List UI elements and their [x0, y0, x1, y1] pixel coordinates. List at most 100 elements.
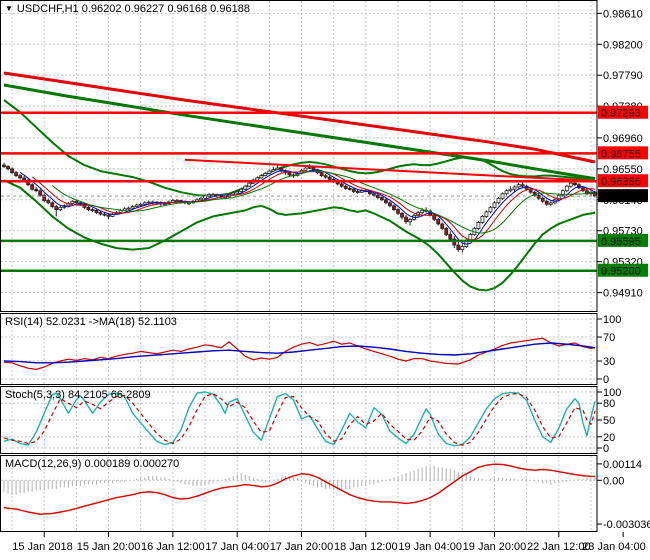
candle-bearish [384, 199, 388, 204]
candle-bullish [564, 185, 569, 192]
price-line-badge [598, 263, 648, 277]
candle-bearish [98, 212, 103, 215]
candle-bearish [287, 172, 292, 176]
main-chart-panel[interactable]: 0.986100.982000.977900.973800.969600.965… [0, 0, 650, 312]
candle-bearish [90, 209, 95, 211]
candle-bearish [400, 212, 404, 218]
candle-bearish [10, 168, 14, 174]
candle-bearish [392, 205, 396, 210]
main-chart-canvas[interactable]: 0.986100.982000.977900.973800.969600.965… [0, 0, 650, 312]
chart-title: ▼ USDCHF,H1 0.96202 0.96227 0.96168 0.961… [5, 3, 250, 15]
candle-bearish [18, 175, 22, 179]
chart-dropdown-icon[interactable]: ▼ [5, 4, 13, 13]
macd-label: MACD(12,26,9) 0.000189 0.000270 [5, 458, 180, 470]
candle-bearish [456, 244, 461, 251]
price-tick-label: 0.96960 [603, 133, 643, 145]
candle-bullish [460, 246, 465, 251]
candle-bullish [235, 191, 240, 194]
candle-bearish [536, 194, 541, 199]
candle-bullish [187, 202, 191, 205]
candle-bearish [94, 209, 99, 214]
candle-bullish [142, 202, 147, 205]
rsi-ma [3, 342, 596, 364]
candle-bearish [74, 200, 79, 204]
rsi-canvas[interactable]: 100 70 30 0 [0, 313, 650, 385]
time-tick-label: 23 Jan 04:00 [582, 541, 646, 553]
ma-thick-red [3, 71, 596, 164]
candle-bullish [239, 188, 244, 192]
candle-bullish [174, 200, 179, 202]
candle-bullish [492, 202, 497, 208]
stochastic-panel[interactable]: 100 80 50 20 0 Stoch(5,3,3) 84.2105 66.2809 [0, 386, 650, 454]
candle-bearish [327, 176, 332, 180]
candle-bullish [170, 200, 175, 203]
candle-bullish [231, 192, 236, 195]
candle-bearish [355, 191, 360, 193]
candle-bearish [396, 209, 400, 214]
candle-bearish [82, 203, 87, 208]
time-tick-label: 17 Jan 20:00 [270, 541, 334, 553]
candle-bearish [347, 188, 352, 190]
candle-bullish [303, 167, 308, 171]
rsi-panel[interactable]: 100 70 30 0 RSI(14) 52.0231 ->MA(18) 52.110… [0, 313, 650, 385]
indicator-tick-label: 100 [603, 314, 621, 326]
candle-bullish [134, 204, 139, 207]
candle-bullish [146, 201, 151, 204]
price-line-badge-label: 0.95595 [601, 236, 641, 248]
candle-bearish [343, 185, 348, 189]
macd-canvas[interactable]: 0.00114 0.00 -0.003036 [0, 455, 650, 532]
candle-bullish [476, 222, 481, 229]
time-tick-label: 15 Jan 20:00 [77, 541, 141, 553]
candle-bullish [267, 170, 272, 174]
macd-signal-line [3, 463, 596, 515]
candle-bearish [54, 206, 59, 210]
candle-bullish [199, 197, 203, 201]
candle-bullish [512, 186, 517, 190]
candle-bullish [263, 172, 268, 177]
candle-bearish [22, 177, 27, 181]
ma-thick-green [3, 83, 596, 181]
stoch-k [3, 391, 596, 447]
price-line-badge [598, 105, 648, 119]
candle-bullish [548, 202, 553, 205]
candle-bullish [568, 182, 573, 187]
candle-bearish [572, 182, 577, 186]
stoch-d [3, 393, 596, 446]
indicator-tick-label: 70 [603, 332, 615, 344]
indicator-tick-label: 80 [603, 398, 615, 410]
time-tick-label: 19 Jan 04:00 [398, 541, 462, 553]
candle-bullish [504, 190, 509, 195]
candle-bearish [432, 214, 437, 220]
price-line-badge-label: 0.96386 [601, 176, 641, 188]
price-tick-label: 0.97790 [603, 70, 643, 82]
candle-bearish [388, 202, 392, 207]
trendline-red [184, 158, 596, 182]
macd-panel[interactable]: 0.00114 0.00 -0.003036 MACD(12,26,9) 0.000… [0, 455, 650, 532]
candle-bullish [275, 167, 280, 170]
price-line-badge [598, 233, 648, 247]
price-line-badge [598, 146, 648, 160]
candle-bearish [86, 206, 91, 210]
candle-bearish [106, 214, 111, 217]
chart-ohlc-values: 0.96202 0.96227 0.96168 0.96188 [81, 3, 250, 15]
time-tick-label: 18 Jan 12:00 [334, 541, 398, 553]
candle-bearish [380, 197, 384, 201]
candle-bullish [484, 211, 489, 217]
panel-frame [0, 313, 598, 385]
price-line-badge-label: 0.96188 [601, 191, 641, 203]
candle-bullish [247, 182, 252, 187]
candle-bullish [516, 184, 521, 188]
indicator-tick-label: 0 [603, 443, 609, 454]
chart-symbol-period: USDCHF,H1 [16, 3, 79, 15]
time-axis[interactable]: 15 Jan 2018 15 Jan 20:00 16 Jan 12:00 17 Ja… [0, 532, 650, 560]
price-tick-label: 0.98200 [603, 39, 643, 51]
candle-bullish [560, 190, 565, 196]
bollinger-upper [3, 99, 595, 197]
indicator-tick-label: 50 [603, 415, 615, 427]
candle-bullish [70, 200, 75, 204]
candle-bearish [319, 172, 324, 177]
candle-bearish [2, 164, 6, 167]
candle-bullish [126, 207, 131, 210]
price-line-badge-label: 0.95200 [601, 266, 641, 278]
